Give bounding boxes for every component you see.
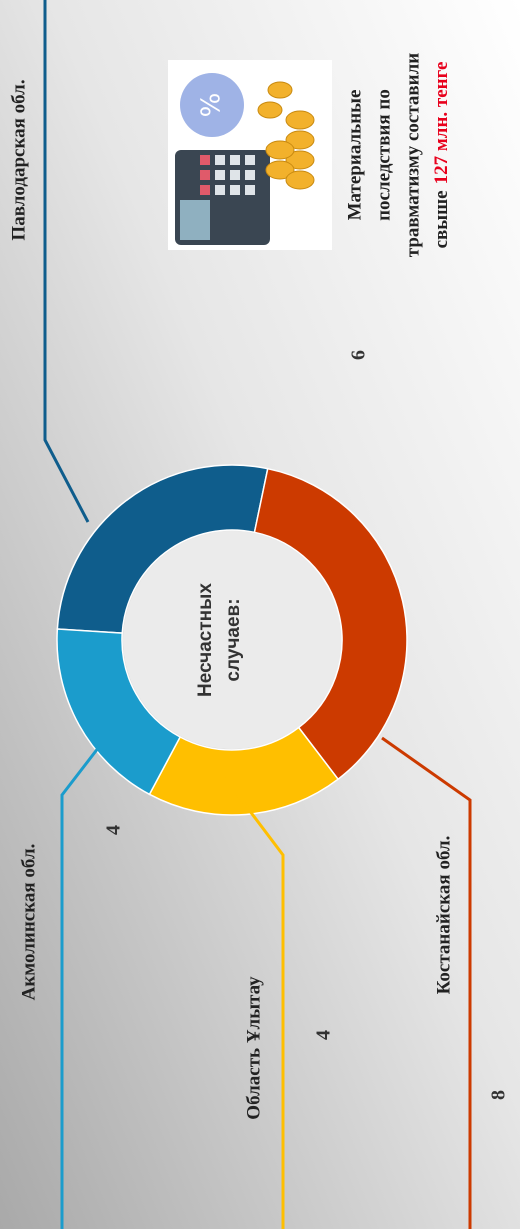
calculator-illustration: %: [168, 60, 332, 250]
donut-segment: [56, 628, 182, 796]
center-text: случаев:: [223, 598, 244, 681]
category-label: Павлодарская обл.: [8, 79, 29, 240]
leader-line: [381, 736, 472, 1229]
donut-segment: [56, 464, 269, 634]
note-text: свыше: [431, 190, 452, 248]
note-highlight: 127 млн. тенге: [431, 62, 452, 185]
note-line: свыше 127 млн. тенге: [431, 62, 452, 249]
note-line: последствия по: [373, 89, 394, 221]
leader-line: [43, 0, 90, 523]
value-label: 6: [348, 350, 370, 360]
value-label: 4: [103, 825, 125, 835]
category-label: Область Ұлытау: [243, 976, 264, 1120]
leader-line: [60, 729, 114, 1229]
category-label: Костанайская обл.: [433, 836, 454, 995]
donut-segment: [253, 467, 408, 781]
note-line: Материальные: [344, 90, 365, 221]
value-label: 4: [313, 1030, 335, 1040]
svg-text:%: %: [197, 93, 227, 118]
center-text: Несчастных: [195, 583, 216, 697]
leader-line: [223, 777, 285, 1229]
category-label: Акмолинская обл.: [18, 844, 39, 1001]
value-label: 8: [488, 1090, 510, 1100]
donut-hole: [123, 531, 341, 749]
note-line: травматизму составили: [402, 53, 423, 258]
